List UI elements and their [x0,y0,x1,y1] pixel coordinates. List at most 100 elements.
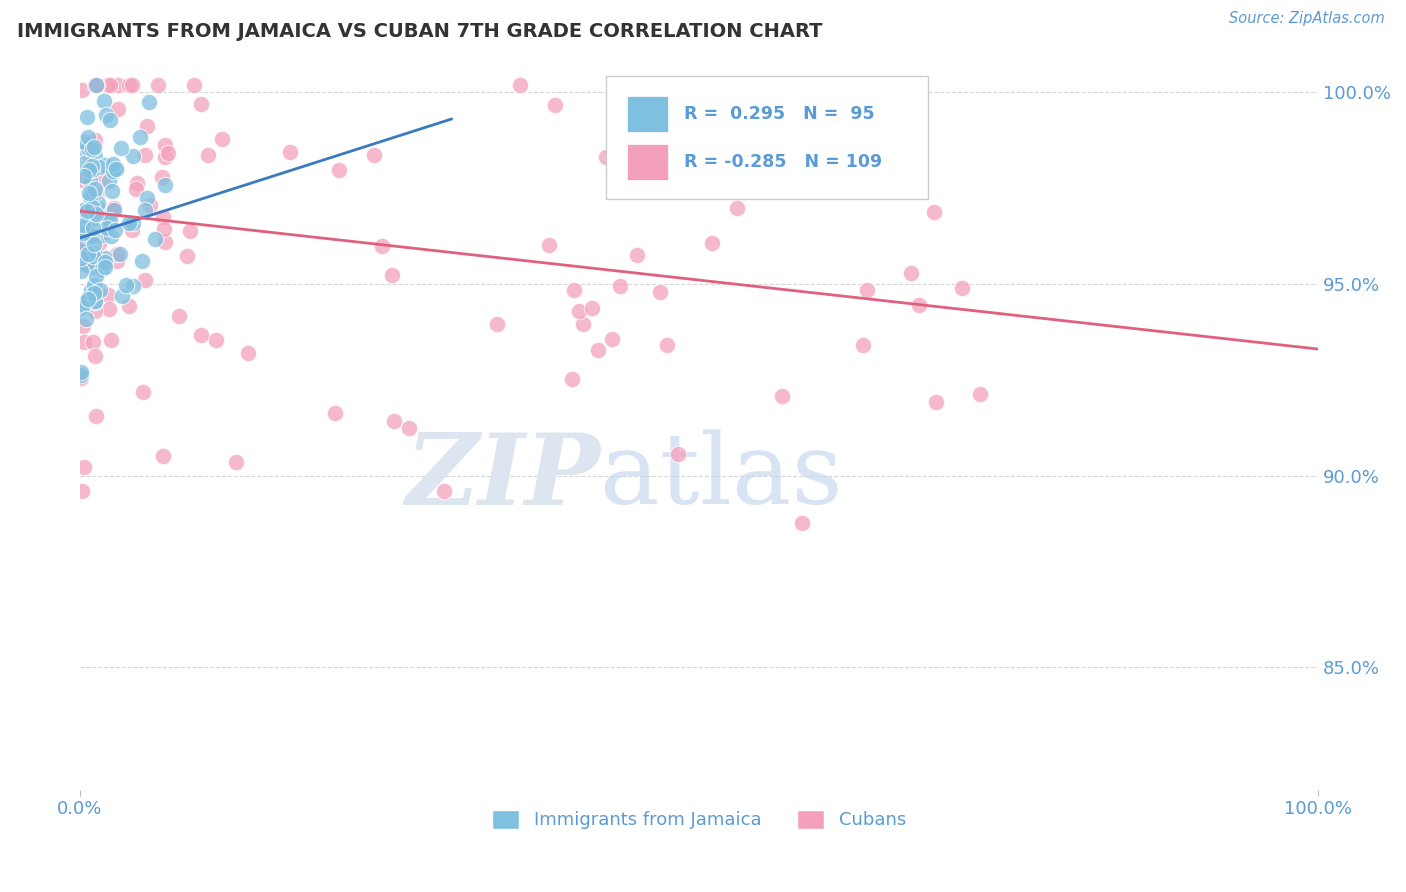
Text: IMMIGRANTS FROM JAMAICA VS CUBAN 7TH GRADE CORRELATION CHART: IMMIGRANTS FROM JAMAICA VS CUBAN 7TH GRA… [17,22,823,41]
Point [110,141,132,155]
Point [648,285,671,299]
Point [70,263,93,277]
Point [70,368,93,382]
Point [134,203,156,218]
Point [572,317,595,331]
Point [93,94,115,108]
Point [143,232,166,246]
Point [79,284,101,298]
Point [70,257,93,271]
Point [79,204,101,219]
Point [70,83,93,97]
Point [86,195,108,210]
Point [97,301,120,316]
Point [104,223,127,237]
Point [561,372,583,386]
Point [135,191,157,205]
Point [134,273,156,287]
Point [204,333,226,347]
Point [122,149,145,163]
Point [852,337,875,351]
Point [75,236,97,251]
Point [595,151,617,165]
Point [76,292,98,306]
Point [75,311,97,326]
Point [105,161,128,175]
Point [96,221,118,235]
Point [150,169,173,184]
Point [86,78,108,92]
Point [105,247,128,261]
Text: atlas: atlas [600,430,842,525]
Point [93,251,115,265]
Point [900,266,922,280]
Point [83,286,105,301]
Point [666,447,689,461]
Point [908,298,931,312]
Point [79,230,101,244]
Point [83,186,105,201]
Point [76,258,98,272]
Point [118,78,141,92]
Point [84,294,107,309]
Point [91,262,114,277]
Text: R = -0.285   N = 109: R = -0.285 N = 109 [685,153,883,171]
Point [131,254,153,268]
Point [82,159,104,173]
Point [79,153,101,168]
Point [91,172,114,186]
Point [125,176,148,190]
Point [138,95,160,110]
Point [278,145,301,160]
Point [70,143,93,157]
Point [86,269,108,284]
Point [128,130,150,145]
Point [70,370,93,384]
Point [197,148,219,162]
Point [101,185,124,199]
Point [76,218,98,232]
Point [98,213,121,227]
Point [73,459,96,474]
Point [655,338,678,352]
Point [856,283,879,297]
Point [121,78,143,92]
Point [770,389,793,403]
Point [76,169,98,183]
Point [323,406,346,420]
Point [73,239,96,253]
Point [105,254,128,268]
Point [84,133,107,147]
Point [125,182,148,196]
Point [238,346,260,360]
Point [79,174,101,188]
Point [153,178,176,193]
Point [486,317,509,331]
Bar [627,145,668,180]
Point [100,229,122,244]
Point [75,156,97,170]
Point [94,255,117,269]
Point [72,218,94,232]
Point [79,147,101,161]
Point [950,280,973,294]
Point [97,214,120,228]
Point [83,78,105,92]
Point [72,226,94,240]
Point [586,343,609,357]
Point [152,210,174,224]
Point [76,110,98,124]
Point [626,248,648,262]
Point [96,107,118,121]
Point [82,249,104,263]
Point [82,194,104,208]
Point [328,162,350,177]
Point [152,449,174,463]
Point [110,247,132,261]
Point [70,173,93,187]
Bar [627,96,668,132]
Point [725,201,748,215]
Point [382,413,405,427]
Point [104,161,127,176]
Point [925,395,948,409]
